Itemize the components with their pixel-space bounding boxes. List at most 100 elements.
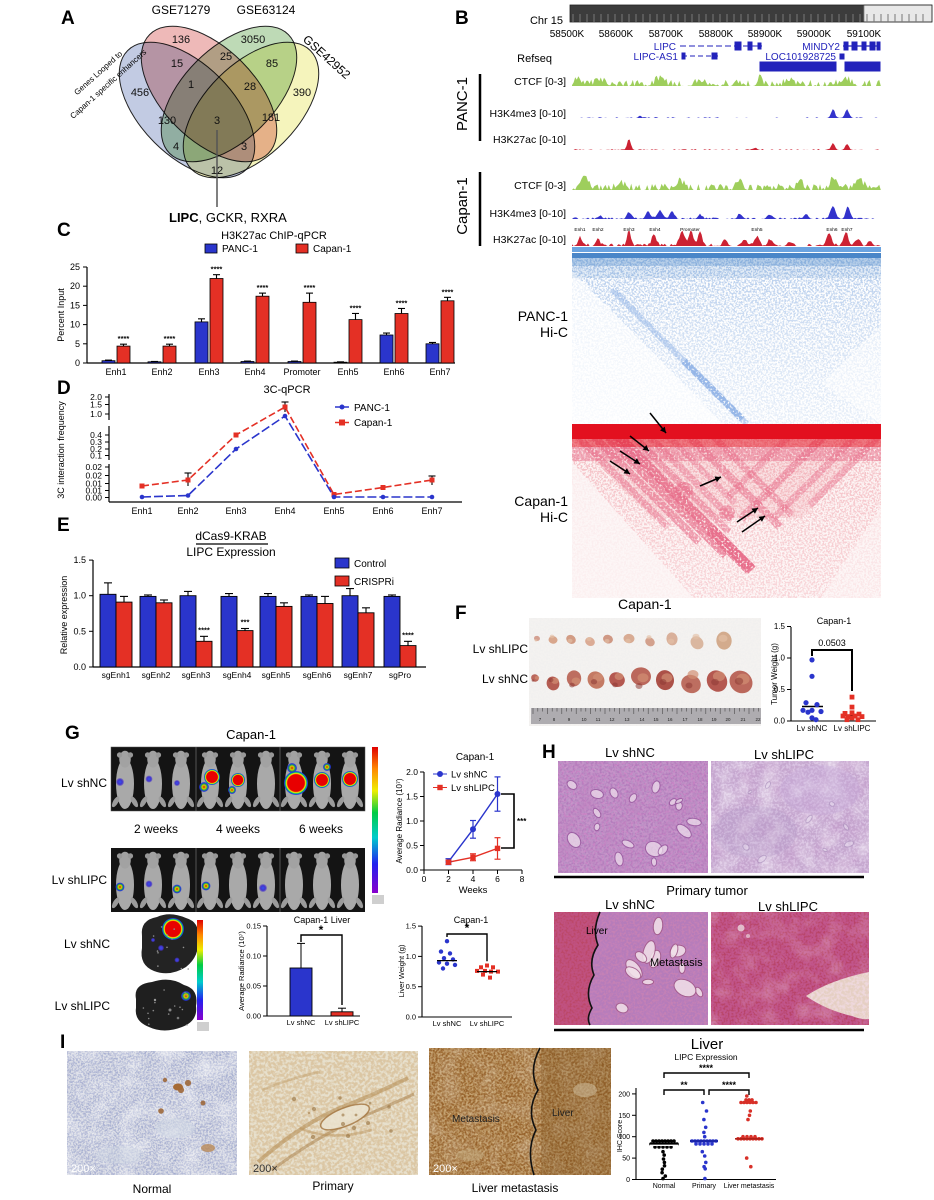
svg-text:Enh3: Enh3 — [225, 506, 246, 516]
svg-text:10: 10 — [70, 320, 80, 330]
svg-text:Normal: Normal — [133, 1182, 172, 1196]
svg-text:Primary: Primary — [692, 1183, 717, 1190]
svg-text:9: 9 — [568, 717, 571, 722]
svg-text:Enh6: Enh6 — [372, 506, 393, 516]
svg-text:16: 16 — [667, 717, 673, 722]
svg-text:Lv shNC: Lv shNC — [605, 745, 655, 760]
svg-text:0.4: 0.4 — [90, 430, 102, 440]
svg-text:Lv shLIPC: Lv shLIPC — [325, 1018, 360, 1027]
svg-text:LIPC: LIPC — [654, 42, 676, 53]
svg-text:sgEnh2: sgEnh2 — [142, 670, 171, 680]
svg-text:PANC-1: PANC-1 — [454, 77, 471, 131]
svg-text:Capan-1 Liver: Capan-1 Liver — [294, 915, 351, 925]
svg-text:Lv shNC: Lv shNC — [605, 897, 655, 912]
svg-text:10: 10 — [581, 717, 587, 722]
svg-text:58800K: 58800K — [699, 29, 734, 40]
svg-text:181: 181 — [262, 112, 280, 124]
svg-text:CTCF [0-3]: CTCF [0-3] — [514, 180, 566, 192]
svg-text:1.0: 1.0 — [406, 952, 416, 961]
svg-text:50: 50 — [622, 1156, 630, 1163]
svg-text:8: 8 — [520, 874, 525, 884]
svg-text:0.00: 0.00 — [85, 493, 102, 503]
svg-text:Enh1: Enh1 — [105, 367, 126, 377]
svg-text:3C-qPCR: 3C-qPCR — [263, 384, 310, 396]
svg-text:Lv shNC: Lv shNC — [61, 776, 107, 790]
svg-text:****: **** — [396, 299, 408, 308]
svg-text:1.5: 1.5 — [73, 555, 86, 565]
svg-text:2.0: 2.0 — [406, 767, 418, 777]
svg-text:14: 14 — [639, 717, 645, 722]
svg-text:Refseq: Refseq — [517, 53, 552, 65]
svg-text:0.1: 0.1 — [90, 451, 102, 461]
svg-text:Lv shLIPC: Lv shLIPC — [451, 783, 495, 794]
svg-text:3C interaction frequency: 3C interaction frequency — [56, 401, 66, 499]
svg-text:200×: 200× — [253, 1163, 278, 1175]
svg-text:15: 15 — [171, 58, 183, 70]
svg-text:Chr 15: Chr 15 — [530, 15, 563, 27]
svg-text:0.10: 0.10 — [246, 952, 261, 961]
svg-text:Lv shNC: Lv shNC — [482, 672, 528, 686]
svg-text:2.0: 2.0 — [90, 392, 102, 402]
svg-text:*: * — [319, 923, 324, 937]
svg-text:456: 456 — [131, 87, 149, 99]
svg-text:GSE71279: GSE71279 — [152, 3, 211, 17]
svg-text:15: 15 — [653, 717, 659, 722]
svg-text:Enh1: Enh1 — [574, 227, 586, 233]
svg-text:Metastasis: Metastasis — [452, 1114, 500, 1125]
svg-text:0: 0 — [422, 874, 427, 884]
svg-text:1.5: 1.5 — [774, 622, 786, 631]
svg-text:0.2: 0.2 — [90, 444, 102, 454]
svg-text:****: **** — [722, 1080, 737, 1090]
svg-text:200×: 200× — [433, 1163, 458, 1175]
svg-text:LIPC Expression: LIPC Expression — [674, 1052, 738, 1062]
svg-text:1: 1 — [188, 79, 194, 91]
svg-text:5: 5 — [75, 339, 80, 349]
svg-text:Enh4: Enh4 — [649, 227, 661, 233]
svg-text:200×: 200× — [71, 1163, 96, 1175]
svg-text:3: 3 — [241, 141, 247, 153]
svg-text:1.5: 1.5 — [406, 922, 416, 931]
svg-text:Enh1: Enh1 — [131, 506, 152, 516]
svg-text:20: 20 — [70, 281, 80, 291]
svg-text:Capan-1: Capan-1 — [454, 177, 471, 235]
svg-text:****: **** — [164, 334, 176, 343]
svg-text:Enh7: Enh7 — [429, 367, 450, 377]
svg-text:sgEnh6: sgEnh6 — [303, 670, 332, 680]
svg-text:0.5: 0.5 — [73, 626, 86, 636]
svg-text:Average Radiance (10⁷): Average Radiance (10⁷) — [237, 931, 246, 1011]
svg-text:0.01: 0.01 — [85, 486, 102, 496]
svg-text:0.02: 0.02 — [85, 462, 102, 472]
svg-text:0.0: 0.0 — [406, 865, 418, 875]
svg-text:Enh4: Enh4 — [244, 367, 265, 377]
svg-text:6 weeks: 6 weeks — [299, 822, 343, 836]
svg-text:0.02: 0.02 — [85, 471, 102, 481]
svg-text:H3K27ac [0-10]: H3K27ac [0-10] — [493, 134, 566, 146]
svg-text:2: 2 — [446, 874, 451, 884]
svg-text:Lv shLIPC: Lv shLIPC — [754, 747, 814, 762]
svg-text:58700K: 58700K — [649, 29, 684, 40]
svg-text:Lv shLIPC: Lv shLIPC — [55, 999, 111, 1013]
svg-text:LIPC-AS1: LIPC-AS1 — [634, 52, 679, 63]
svg-text:0.5: 0.5 — [774, 685, 786, 694]
svg-text:Liver: Liver — [552, 1108, 574, 1119]
svg-text:200: 200 — [618, 1091, 630, 1098]
svg-text:sgPro: sgPro — [389, 670, 411, 680]
svg-text:****: **** — [118, 334, 130, 343]
svg-text:1.0: 1.0 — [73, 591, 86, 601]
svg-text:**: ** — [680, 1080, 688, 1090]
svg-text:Tumor Weight (g): Tumor Weight (g) — [770, 643, 779, 705]
svg-text:***: *** — [241, 618, 250, 627]
svg-text:58900K: 58900K — [748, 29, 783, 40]
svg-text:Enh2: Enh2 — [151, 367, 172, 377]
svg-text:Liver metastasis: Liver metastasis — [472, 1181, 559, 1195]
svg-text:8: 8 — [553, 717, 556, 722]
svg-text:Lv shNC: Lv shNC — [797, 724, 828, 733]
svg-text:LOC101928725: LOC101928725 — [765, 52, 836, 63]
svg-text:Liver metastasis: Liver metastasis — [724, 1183, 775, 1190]
svg-text:Lv shLIPC: Lv shLIPC — [758, 899, 818, 914]
svg-text:0.05: 0.05 — [246, 982, 261, 991]
svg-text:0.15: 0.15 — [246, 922, 261, 931]
svg-text:***: *** — [517, 817, 527, 826]
svg-text:****: **** — [350, 304, 362, 313]
svg-text:Lv shLIPC: Lv shLIPC — [834, 724, 871, 733]
